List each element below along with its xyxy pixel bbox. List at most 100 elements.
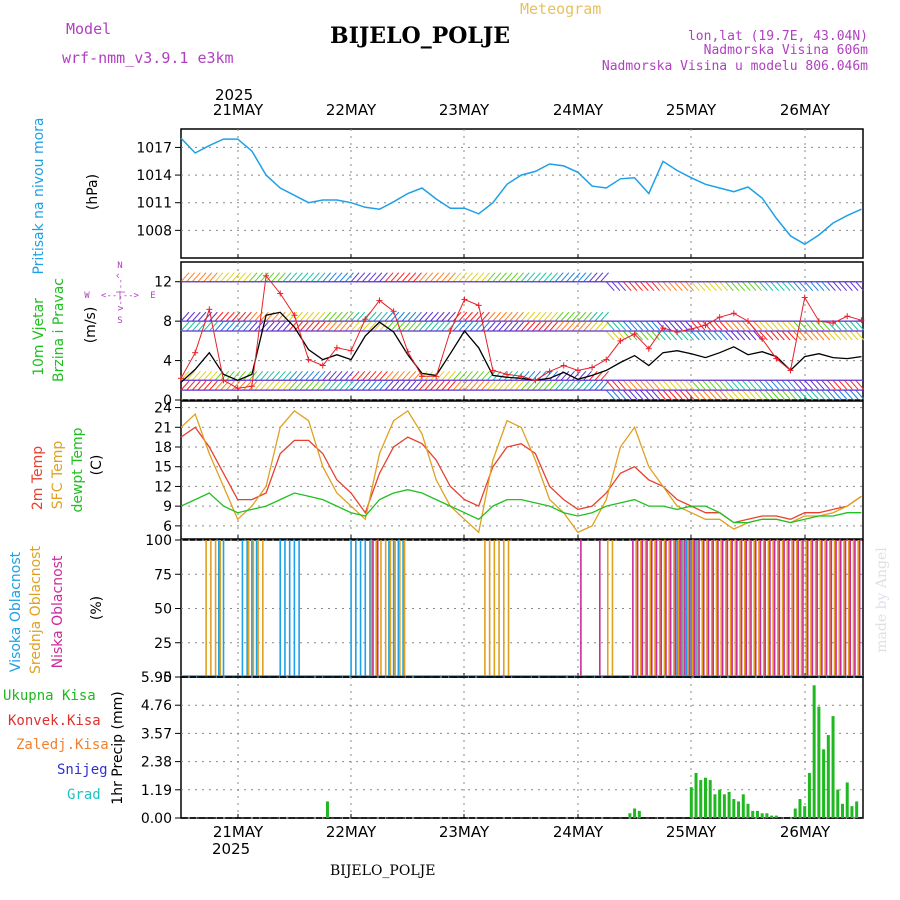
wind-barb [208, 272, 218, 283]
wind-barb [350, 370, 360, 381]
wind-barb [577, 380, 587, 391]
ytick-label: 100 [145, 533, 172, 549]
precip-bar [689, 787, 693, 818]
wind-barb [639, 330, 649, 341]
precip-bar [822, 749, 826, 818]
wind-barb [441, 380, 451, 391]
wind-barb [628, 379, 638, 390]
wind-barb [254, 380, 264, 391]
wind-barb [656, 389, 666, 400]
wind-barb [639, 379, 649, 390]
wind-barb [583, 380, 592, 391]
wind-barb [498, 370, 507, 381]
wind-barb [299, 321, 309, 332]
wind-barb [594, 370, 604, 381]
wind-barb [781, 379, 791, 390]
wind-barb [651, 389, 660, 400]
wind-barb [362, 370, 371, 381]
wind-barb [220, 272, 230, 283]
wind-barb [741, 320, 751, 331]
wind-barb [838, 281, 848, 292]
wind-barb [600, 272, 609, 283]
wind-barb [430, 311, 439, 322]
wind-barb [492, 321, 502, 332]
wind-barb [186, 321, 196, 332]
wind-barb [260, 272, 269, 283]
wind-barb [407, 370, 417, 381]
wind-barb [396, 272, 405, 283]
wind-barb [464, 380, 473, 391]
wind-barb [401, 370, 411, 381]
wind-barb [367, 272, 377, 283]
wind-barb [775, 379, 785, 390]
wind-barb [464, 311, 473, 322]
wind-barb [305, 370, 315, 381]
precip-bar [751, 810, 755, 818]
wind-barb [656, 379, 666, 390]
wind-barb [299, 370, 309, 381]
wind-barb [260, 321, 269, 332]
wind-barb [350, 321, 360, 332]
precip-bar [746, 803, 750, 818]
wind-barb [605, 389, 615, 400]
wind-barb [702, 379, 712, 390]
precip-bar [798, 799, 802, 818]
compass-arrows-x: <--|--> [101, 291, 140, 301]
wind-barb [345, 272, 354, 283]
wind-barb [532, 380, 541, 391]
precip-bar [732, 799, 736, 818]
wind-barb [554, 321, 564, 332]
wind-barb [821, 389, 831, 400]
wind-barb [333, 380, 343, 391]
wind-barb [560, 370, 570, 381]
temperature-panel: 6 9 12 15 18 21 24 [154, 400, 864, 540]
wind-barb [730, 330, 740, 341]
bottom-day-label: 25MAY [666, 823, 717, 841]
wind-barb [719, 379, 729, 390]
wind-barb [622, 389, 632, 400]
wind-barb [583, 272, 592, 283]
wind-barb [770, 281, 780, 292]
wind-barb [475, 370, 485, 381]
wind-barb [242, 311, 252, 322]
wind-barb [311, 311, 320, 322]
wind-barb [662, 281, 672, 292]
wind-barb [271, 321, 281, 332]
wind-barb [316, 380, 326, 391]
wind-barb [673, 379, 683, 390]
wind-barb [758, 281, 768, 292]
wind-barb [617, 281, 626, 292]
wind-barb [503, 311, 513, 322]
wind-barb [515, 321, 524, 332]
wind-barb [424, 380, 434, 391]
ytick-label: 75 [154, 567, 172, 583]
wind-barb [549, 380, 558, 391]
wind-barb [225, 272, 235, 283]
wind-barb [203, 380, 213, 391]
wind-barb [191, 370, 201, 381]
wind-barb [719, 320, 729, 331]
wind-barb [509, 311, 519, 322]
ytick-label: 8 [163, 314, 172, 330]
wind-barb [566, 380, 575, 391]
wind-barb [464, 321, 473, 332]
wind-barb [747, 281, 757, 292]
wind-barb [611, 389, 621, 400]
t2m-label: 2m Temp [30, 446, 46, 510]
ytick-label: 15 [154, 460, 172, 476]
wind-barb [537, 272, 547, 283]
wind-barb [566, 321, 575, 332]
wind-barb [827, 281, 836, 292]
top-day-label: 23MAY [439, 101, 490, 119]
wind-barb [203, 272, 213, 283]
bottom-day-label: 26MAY [780, 823, 831, 841]
wind-barb [832, 281, 842, 292]
wind-barb [350, 311, 360, 322]
precip-bar [741, 794, 745, 818]
wind-barb [634, 281, 643, 292]
wind-barb [651, 281, 660, 292]
high-cloud-label: Visoka Oblacnost [8, 551, 24, 672]
wind-barb [191, 380, 201, 391]
wind-barb [594, 272, 604, 283]
wind-barb [447, 370, 456, 381]
